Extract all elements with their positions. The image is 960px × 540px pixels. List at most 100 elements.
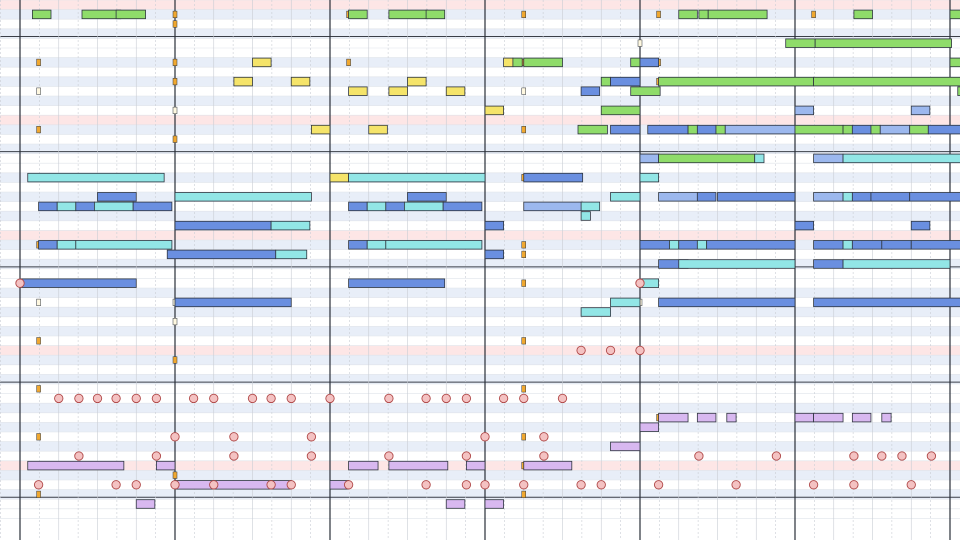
note-block[interactable] (851, 240, 883, 250)
note-block[interactable] (696, 124, 717, 135)
note-block[interactable] (81, 9, 122, 20)
drum-hit[interactable] (384, 451, 394, 461)
note-block[interactable] (669, 240, 680, 250)
note-block[interactable] (870, 124, 881, 135)
drum-hit[interactable] (906, 480, 916, 490)
drum-hit[interactable] (498, 393, 509, 404)
event-marker[interactable] (172, 318, 178, 326)
note-block[interactable] (813, 153, 844, 164)
note-block[interactable] (348, 278, 446, 288)
note-block[interactable] (851, 192, 872, 202)
event-marker[interactable] (637, 39, 643, 47)
drum-hit[interactable] (849, 451, 859, 461)
note-block[interactable] (813, 192, 844, 202)
note-block[interactable] (813, 76, 960, 87)
note-block[interactable] (842, 124, 853, 135)
note-block[interactable] (842, 240, 853, 250)
note-block[interactable] (56, 201, 77, 212)
note-block[interactable] (949, 57, 960, 68)
drum-hit[interactable] (596, 480, 606, 490)
note-block[interactable] (696, 192, 717, 202)
note-block[interactable] (19, 278, 137, 288)
note-block[interactable] (610, 76, 641, 87)
drum-hit[interactable] (343, 480, 354, 490)
note-block[interactable] (348, 240, 368, 250)
drum-hit[interactable] (131, 393, 141, 404)
note-block[interactable] (658, 153, 756, 164)
note-block[interactable] (658, 192, 698, 202)
note-block[interactable] (252, 57, 272, 68)
note-block[interactable] (851, 124, 872, 135)
note-block[interactable] (794, 220, 815, 231)
note-block[interactable] (814, 38, 952, 48)
note-block[interactable] (724, 124, 796, 135)
note-block[interactable] (678, 240, 698, 250)
note-block[interactable] (658, 412, 689, 423)
note-block[interactable] (115, 9, 146, 20)
note-block[interactable] (678, 9, 698, 20)
note-block[interactable] (75, 201, 95, 212)
note-block[interactable] (687, 124, 698, 135)
event-marker[interactable] (172, 78, 178, 86)
event-marker[interactable] (36, 385, 41, 393)
note-block[interactable] (870, 192, 911, 202)
drum-hit[interactable] (877, 451, 887, 461)
note-block[interactable] (348, 201, 368, 212)
drum-hit[interactable] (325, 393, 335, 404)
note-block[interactable] (910, 240, 960, 250)
event-marker[interactable] (172, 356, 178, 364)
event-marker[interactable] (811, 10, 816, 18)
note-block[interactable] (97, 192, 137, 202)
note-block[interactable] (957, 86, 960, 96)
drum-hit[interactable] (576, 345, 586, 356)
event-marker[interactable] (36, 433, 41, 441)
drum-hit[interactable] (694, 451, 704, 461)
event-marker[interactable] (521, 433, 526, 441)
note-block[interactable] (726, 412, 737, 423)
drum-hit[interactable] (286, 480, 296, 490)
drum-hit[interactable] (849, 480, 859, 490)
note-block[interactable] (853, 9, 873, 20)
note-block[interactable] (580, 211, 591, 221)
note-block[interactable] (813, 259, 844, 269)
event-marker[interactable] (521, 87, 526, 95)
note-block[interactable] (639, 240, 670, 250)
note-block[interactable] (842, 192, 853, 202)
note-block[interactable] (484, 499, 505, 509)
drum-hit[interactable] (188, 393, 199, 404)
event-marker[interactable] (521, 126, 526, 134)
event-marker[interactable] (521, 241, 526, 249)
note-block[interactable] (368, 124, 388, 135)
event-marker[interactable] (521, 385, 526, 393)
note-block[interactable] (610, 441, 641, 452)
note-block[interactable] (842, 153, 960, 164)
drum-hit[interactable] (33, 480, 44, 490)
note-block[interactable] (442, 201, 483, 212)
note-block[interactable] (366, 201, 387, 212)
event-marker[interactable] (172, 135, 178, 143)
drum-hit[interactable] (519, 480, 529, 490)
drum-hit[interactable] (92, 393, 103, 404)
note-block[interactable] (484, 220, 505, 231)
note-block[interactable] (484, 249, 505, 260)
note-block[interactable] (403, 201, 444, 212)
drum-hit[interactable] (384, 393, 394, 404)
note-block[interactable] (135, 499, 156, 509)
drum-hit[interactable] (209, 480, 219, 490)
drum-hit[interactable] (74, 393, 84, 404)
note-block[interactable] (927, 124, 960, 135)
note-block[interactable] (270, 220, 311, 231)
note-block[interactable] (503, 57, 514, 68)
note-block[interactable] (678, 259, 796, 269)
note-block[interactable] (600, 76, 611, 87)
event-marker[interactable] (656, 10, 661, 18)
note-block[interactable] (630, 86, 661, 96)
drum-hit[interactable] (151, 393, 162, 404)
drum-hit[interactable] (111, 393, 121, 404)
drum-hit[interactable] (266, 480, 276, 490)
drum-hit[interactable] (519, 393, 529, 404)
note-block[interactable] (851, 412, 872, 423)
note-block[interactable] (27, 460, 125, 471)
note-block[interactable] (639, 153, 660, 164)
